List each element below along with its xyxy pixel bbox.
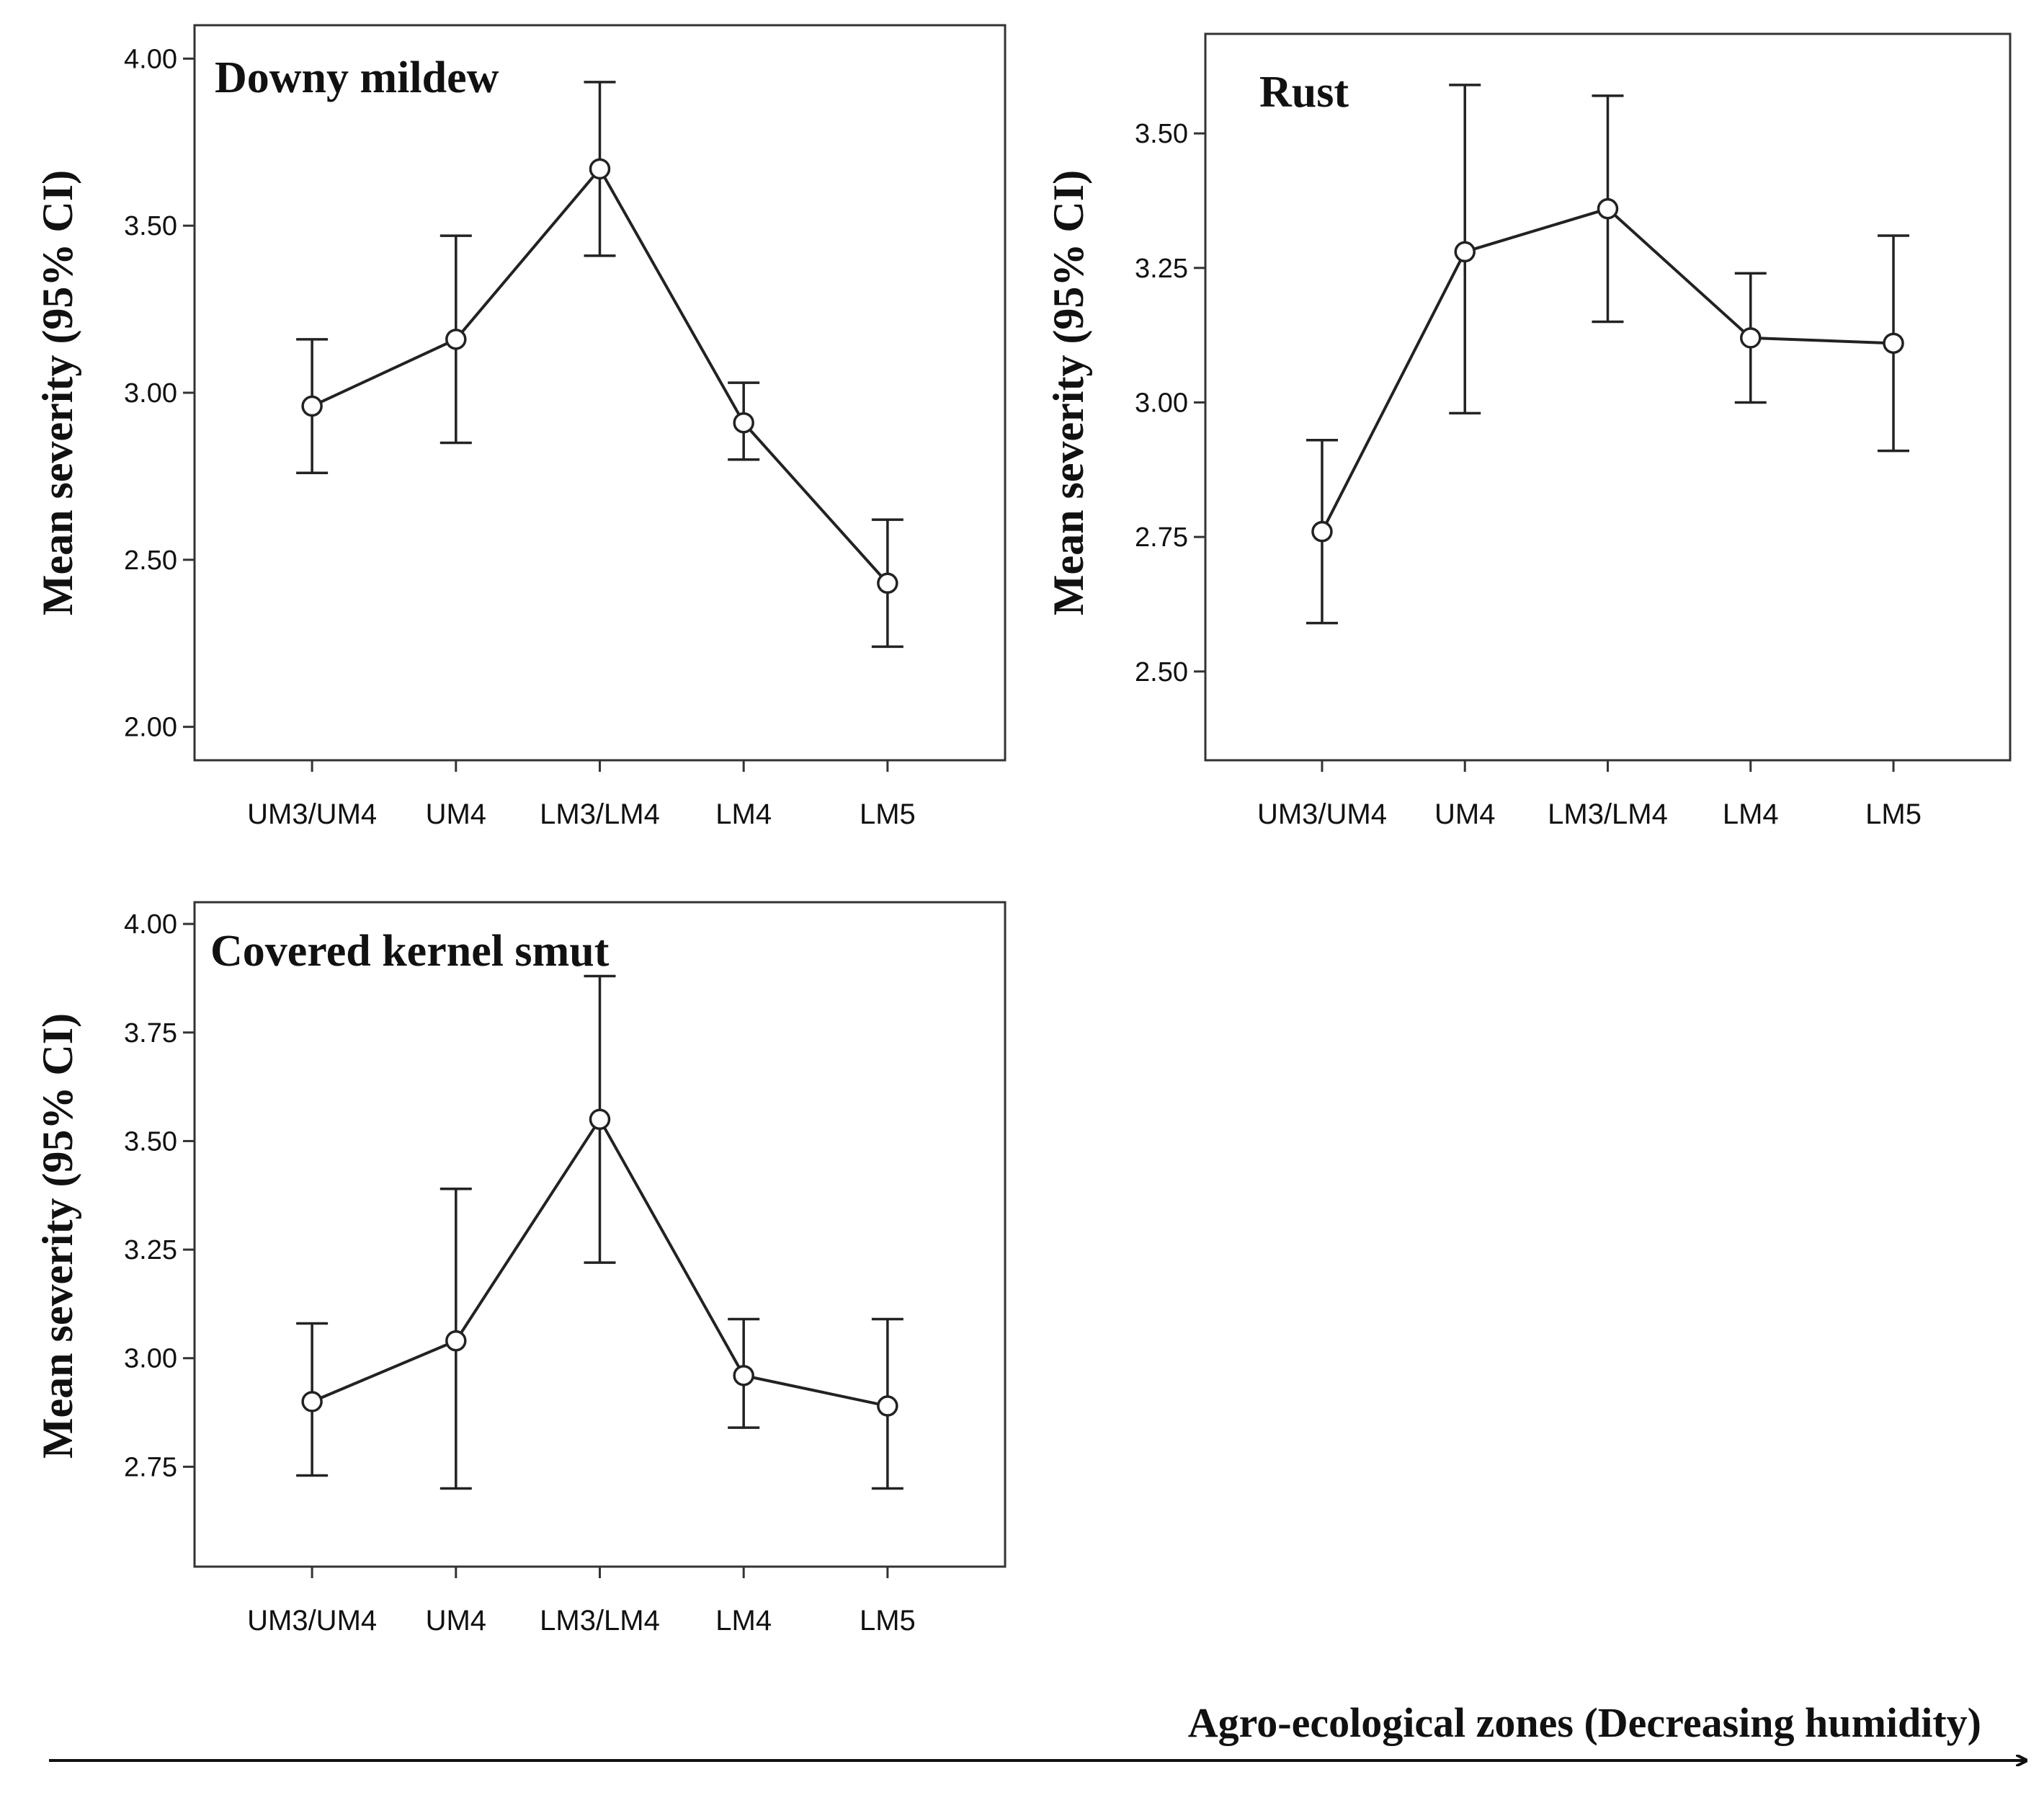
- y-axis-label: Mean severity (95% CI): [1045, 170, 1092, 615]
- x-tick-label: UM4: [426, 1605, 486, 1637]
- data-point: [301, 395, 323, 417]
- data-point: [1883, 332, 1904, 355]
- x-tick-label: LM4: [715, 798, 772, 830]
- panel-covered-kernel-smut: Covered kernel smut Mean severity (95% C…: [34, 901, 1007, 1637]
- y-tick-label: 2.75: [124, 1452, 177, 1482]
- y-tick-label: 3.75: [124, 1018, 177, 1049]
- x-tick-label: UM3/UM4: [1257, 798, 1387, 830]
- data-point: [589, 1108, 611, 1131]
- y-tick-label: 3.50: [1135, 119, 1188, 149]
- y-tick-label: 3.50: [124, 211, 177, 241]
- data-point: [1597, 197, 1619, 220]
- x-tick-label: LM5: [860, 1605, 916, 1637]
- data-point: [877, 572, 898, 595]
- chart-marks: 2.50 2.75 3.00 3.25 3.50 UM3/UM4 UM4 LM3/LM4 LM4…: [1135, 84, 1922, 830]
- data-point: [877, 1395, 898, 1417]
- x-tick-label: LM4: [1723, 798, 1779, 830]
- chart-marks: 2.75 3.00 3.25 3.50 3.75 4.00 UM3/UM4 UM4 LM3/LM…: [124, 909, 916, 1637]
- y-tick-label: 2.50: [124, 546, 177, 576]
- panel-title: Covered kernel smut: [210, 927, 610, 976]
- x-tick-label: LM3/LM4: [1548, 798, 1668, 830]
- x-tick-label: UM3/UM4: [247, 1605, 377, 1637]
- y-tick-label: 3.50: [124, 1126, 177, 1157]
- data-point: [445, 329, 467, 350]
- chart-marks: 2.00 2.50 3.00 3.50 4.00 UM3/UM4 UM4 LM3/LM4 LM4…: [124, 44, 916, 830]
- y-tick-label: 2.50: [1135, 657, 1188, 687]
- data-point: [1740, 327, 1762, 349]
- y-tick-label: 3.25: [124, 1235, 177, 1265]
- y-tick-label: 3.00: [124, 378, 177, 409]
- y-tick-label: 4.00: [124, 44, 177, 74]
- panel-title: Rust: [1259, 68, 1349, 117]
- y-tick-label: 4.00: [124, 909, 177, 940]
- data-point: [733, 1365, 754, 1386]
- data-point: [301, 1391, 323, 1412]
- panel-rust: Rust Mean severity (95% CI) 2.50 2.75 3.00…: [1045, 32, 2012, 830]
- y-tick-label: 2.00: [124, 713, 177, 743]
- x-tick-label: UM3/UM4: [247, 798, 377, 830]
- x-tick-label: LM5: [1865, 798, 1922, 830]
- x-tick-label: UM4: [1434, 798, 1495, 830]
- x-tick-label: UM4: [426, 798, 486, 830]
- y-tick-label: 3.25: [1135, 254, 1188, 284]
- x-tick-label: LM4: [715, 1605, 772, 1637]
- panel-downy-mildew: Downy mildew Mean severity (95% CI) 2.00…: [34, 24, 1007, 830]
- data-point: [1311, 520, 1333, 543]
- y-axis-label: Mean severity (95% CI): [34, 170, 81, 615]
- y-tick-label: 2.75: [1135, 522, 1188, 553]
- data-point: [1454, 241, 1476, 263]
- y-tick-label: 3.00: [124, 1344, 177, 1374]
- data-point: [733, 411, 754, 434]
- x-tick-label: LM3/LM4: [540, 798, 660, 830]
- x-axis-caption: Agro-ecological zones (Decreasing humidi…: [1188, 1699, 1981, 1746]
- data-point: [445, 1330, 467, 1352]
- data-point: [589, 158, 611, 180]
- panel-title: Downy mildew: [215, 53, 499, 102]
- x-tick-label: LM5: [860, 798, 916, 830]
- y-axis-label: Mean severity (95% CI): [34, 1013, 81, 1459]
- y-tick-label: 3.00: [1135, 388, 1188, 418]
- x-tick-label: LM3/LM4: [540, 1605, 660, 1637]
